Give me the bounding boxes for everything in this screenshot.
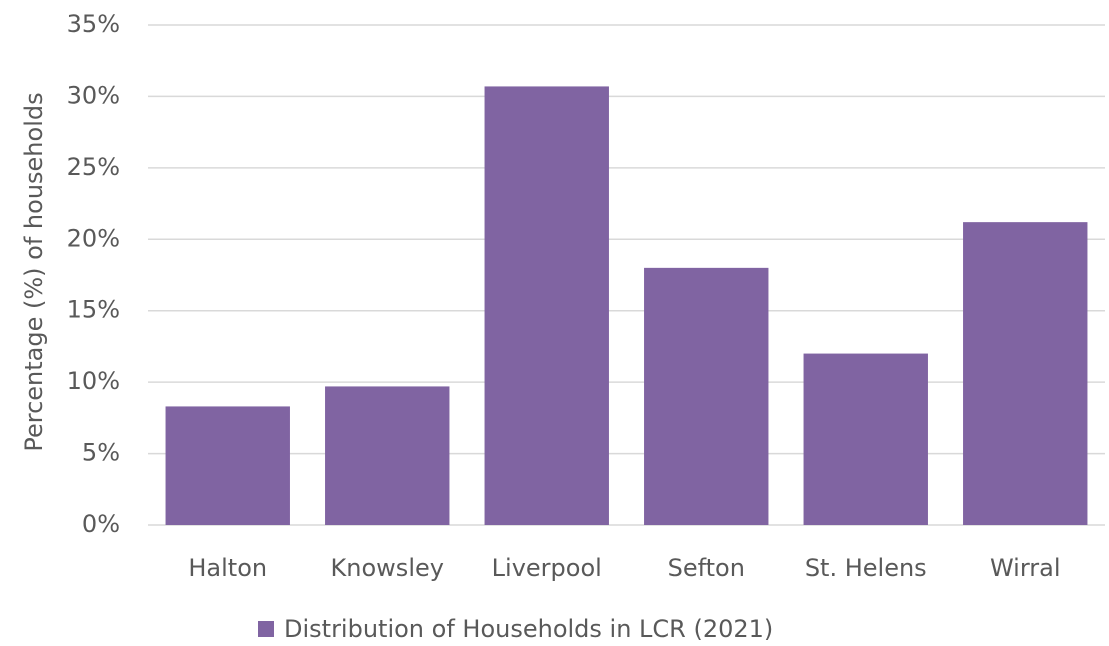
x-tick-label: Halton [188, 554, 267, 582]
bar [803, 353, 928, 525]
y-tick-label: 35% [67, 10, 120, 38]
y-tick-label: 5% [82, 439, 120, 467]
x-tick-label: Liverpool [492, 554, 602, 582]
x-tick-label: St. Helens [805, 554, 927, 582]
y-tick-label: 30% [67, 81, 120, 109]
bar [644, 267, 769, 525]
y-tick-label: 15% [67, 296, 120, 324]
x-tick-label: Wirral [990, 554, 1061, 582]
bar [325, 386, 450, 525]
legend-swatch [258, 621, 274, 637]
legend-label: Distribution of Households in LCR (2021) [284, 615, 773, 643]
x-tick-label: Knowsley [331, 554, 444, 582]
y-axis-label: Percentage (%) of households [20, 92, 48, 451]
bar [963, 222, 1088, 525]
bar [165, 406, 290, 525]
y-tick-label: 10% [67, 367, 120, 395]
bar [484, 86, 609, 525]
x-tick-label: Sefton [668, 554, 745, 582]
y-tick-label: 20% [67, 224, 120, 252]
y-tick-label: 25% [67, 153, 120, 181]
y-tick-label: 0% [82, 510, 120, 538]
